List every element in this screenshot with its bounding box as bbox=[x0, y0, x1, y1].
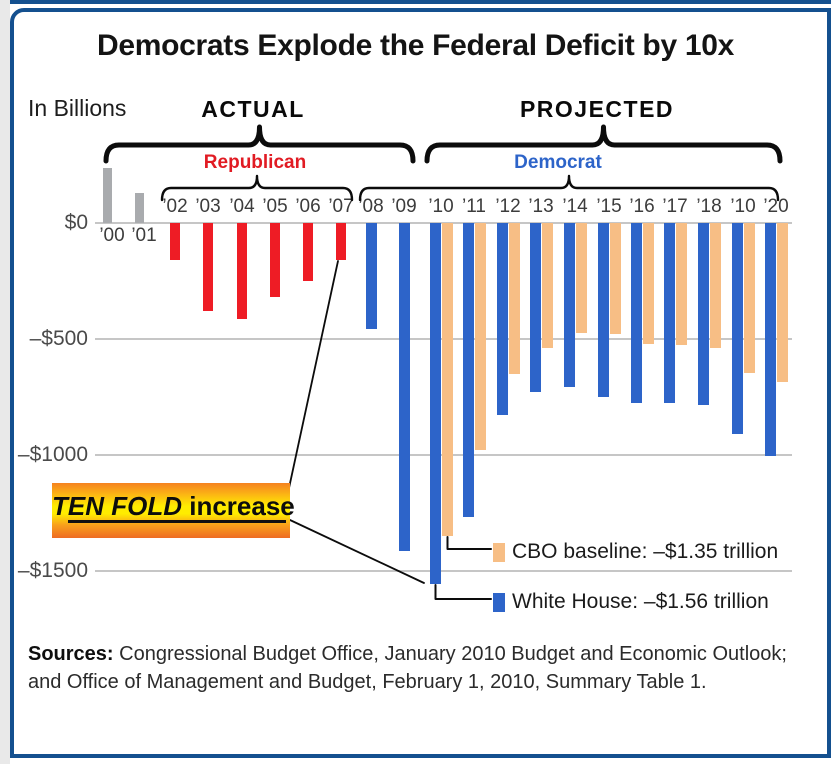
bar-surplus-’01 bbox=[135, 193, 144, 223]
year-label: ’01 bbox=[131, 225, 157, 246]
bar-white-house-’20 bbox=[765, 223, 776, 456]
bar-democrat-actual-’09 bbox=[399, 223, 410, 551]
sources-line2: and Office of Management and Budget, Feb… bbox=[28, 671, 707, 693]
bar-white-house-’11 bbox=[463, 223, 474, 517]
year-label: ’20 bbox=[763, 196, 789, 217]
year-label: ’10 bbox=[730, 196, 756, 217]
y-axis-tick-label: –$1000 bbox=[17, 443, 88, 466]
bar-cbo-’11 bbox=[475, 223, 486, 451]
sources-note: Sources: Congressional Budget Office, Ja… bbox=[28, 640, 818, 696]
bar-cbo-’10 bbox=[442, 223, 453, 536]
year-label: ’03 bbox=[195, 196, 221, 217]
year-label: ’18 bbox=[696, 196, 722, 217]
bar-republican-’02 bbox=[170, 223, 180, 260]
ten-fold-callout-box: TEN FOLD increase bbox=[52, 483, 295, 538]
year-label: ’07 bbox=[328, 196, 354, 217]
bar-surplus-’00 bbox=[103, 168, 112, 223]
bar-white-house-’16 bbox=[631, 223, 642, 404]
y-axis-tick-label: –$500 bbox=[29, 327, 88, 350]
year-label: ’17 bbox=[662, 196, 688, 217]
actual-section-label: ACTUAL bbox=[201, 96, 305, 122]
year-label: ’05 bbox=[262, 196, 288, 217]
ten-fold-callout-text: TEN FOLD increase bbox=[52, 491, 295, 522]
bar-cbo-’14 bbox=[576, 223, 587, 334]
year-label: ’14 bbox=[562, 196, 588, 217]
year-label: ’15 bbox=[596, 196, 622, 217]
bar-democrat-actual-’08 bbox=[366, 223, 377, 330]
y-axis-tick-label: $0 bbox=[64, 211, 88, 234]
ten-fold-emphasis: TEN FOLD bbox=[52, 491, 182, 521]
year-label: ’08 bbox=[358, 196, 384, 217]
bar-republican-’06 bbox=[303, 223, 313, 281]
year-label: ’06 bbox=[295, 196, 321, 217]
cbo-legend-label: CBO baseline: –$1.35 trillion bbox=[512, 540, 779, 563]
ten-fold-underline bbox=[68, 520, 286, 523]
year-label: ’04 bbox=[229, 196, 255, 217]
bar-white-house-’18 bbox=[698, 223, 709, 406]
bar-republican-’03 bbox=[203, 223, 213, 311]
bar-white-house-’10 bbox=[430, 223, 441, 584]
year-label: ’09 bbox=[391, 196, 417, 217]
cbo-legend-swatch bbox=[493, 542, 505, 562]
bar-republican-’05 bbox=[270, 223, 280, 297]
sources-label: Sources: bbox=[28, 643, 114, 665]
year-label: ’10 bbox=[428, 196, 454, 217]
legend-item-cbo: CBO baseline: –$1.35 trillion bbox=[493, 540, 778, 564]
bar-cbo-’13 bbox=[542, 223, 553, 349]
bar-white-house-’12 bbox=[497, 223, 508, 416]
white-house-legend-swatch bbox=[493, 592, 505, 612]
gridline--1500 bbox=[95, 570, 792, 572]
year-label: ’00 bbox=[99, 225, 125, 246]
bar-white-house-’10 bbox=[732, 223, 743, 434]
bar-white-house-’15 bbox=[598, 223, 609, 398]
chart-title: Democrats Explode the Federal Deficit by… bbox=[0, 29, 831, 63]
y-axis-tick-label: –$1500 bbox=[17, 559, 88, 582]
ten-fold-rest: increase bbox=[182, 491, 295, 521]
units-label: In Billions bbox=[28, 95, 127, 121]
bar-cbo-’15 bbox=[610, 223, 621, 335]
chart-frame-border bbox=[10, 8, 831, 758]
bar-cbo-’20 bbox=[777, 223, 788, 383]
left-gutter bbox=[0, 0, 10, 764]
bar-white-house-’13 bbox=[530, 223, 541, 392]
bar-white-house-’14 bbox=[564, 223, 575, 387]
chart-title-text: Democrats Explode the Federal Deficit by… bbox=[96, 29, 735, 62]
bar-cbo-’18 bbox=[710, 223, 721, 349]
bar-cbo-’10 bbox=[744, 223, 755, 374]
bar-republican-’04 bbox=[237, 223, 247, 319]
sources-line1: Congressional Budget Office, January 201… bbox=[113, 643, 787, 665]
bar-cbo-’12 bbox=[509, 223, 520, 374]
bar-cbo-’17 bbox=[676, 223, 687, 345]
year-label: ’11 bbox=[462, 196, 486, 217]
year-label: ’12 bbox=[495, 196, 521, 217]
bar-republican-’07 bbox=[336, 223, 346, 261]
legend-item-white-house: White House: –$1.56 trillion bbox=[493, 590, 769, 614]
projected-section-label: PROJECTED bbox=[519, 96, 675, 122]
bar-cbo-’16 bbox=[643, 223, 654, 344]
bar-white-house-’17 bbox=[664, 223, 675, 404]
year-label: ’13 bbox=[528, 196, 554, 217]
top-border-strip bbox=[10, 0, 831, 4]
year-label: ’02 bbox=[162, 196, 188, 217]
year-label: ’16 bbox=[629, 196, 655, 217]
white-house-legend-label: White House: –$1.56 trillion bbox=[512, 590, 769, 613]
